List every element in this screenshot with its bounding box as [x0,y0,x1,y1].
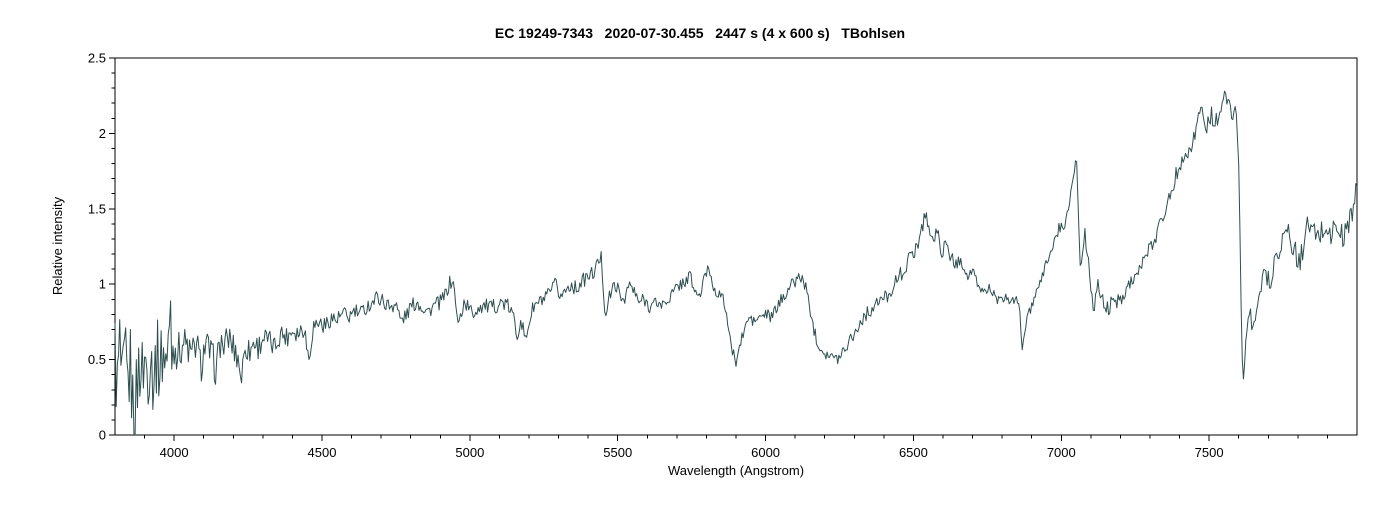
y-tick-label: 1.5 [88,201,106,216]
y-tick-label: 0.5 [88,352,106,367]
y-tick-label: 2 [99,126,106,141]
y-tick-label: 0 [99,428,106,443]
x-axis-label: Wavelength (Angstrom) [668,463,804,478]
axes [114,57,1358,436]
x-tick-label: 6500 [899,445,928,460]
spectrum-series [114,90,1358,435]
x-tick-label: 5500 [603,445,632,460]
plot-border [114,57,1358,436]
axis-tick-labels: 4000 4500 5000 5500 6000 6500 7000 7500 0 0.5 1 1.5… [88,51,1224,461]
y-axis-label: Relative intensity [50,196,65,295]
y-tick-label: 1 [99,277,106,292]
x-tick-label: 6000 [751,445,780,460]
axis-ticks [109,57,1328,441]
x-tick-label: 4000 [160,445,189,460]
x-tick-label: 7000 [1047,445,1076,460]
x-tick-label: 4500 [308,445,337,460]
y-tick-label: 2.5 [88,51,106,66]
spectrum-line [114,90,1358,435]
x-tick-label: 7500 [1195,445,1224,460]
chart-title: EC 19249-7343 2020-07-30.455 2447 s (4 x… [495,25,905,41]
x-tick-label: 5000 [455,445,484,460]
